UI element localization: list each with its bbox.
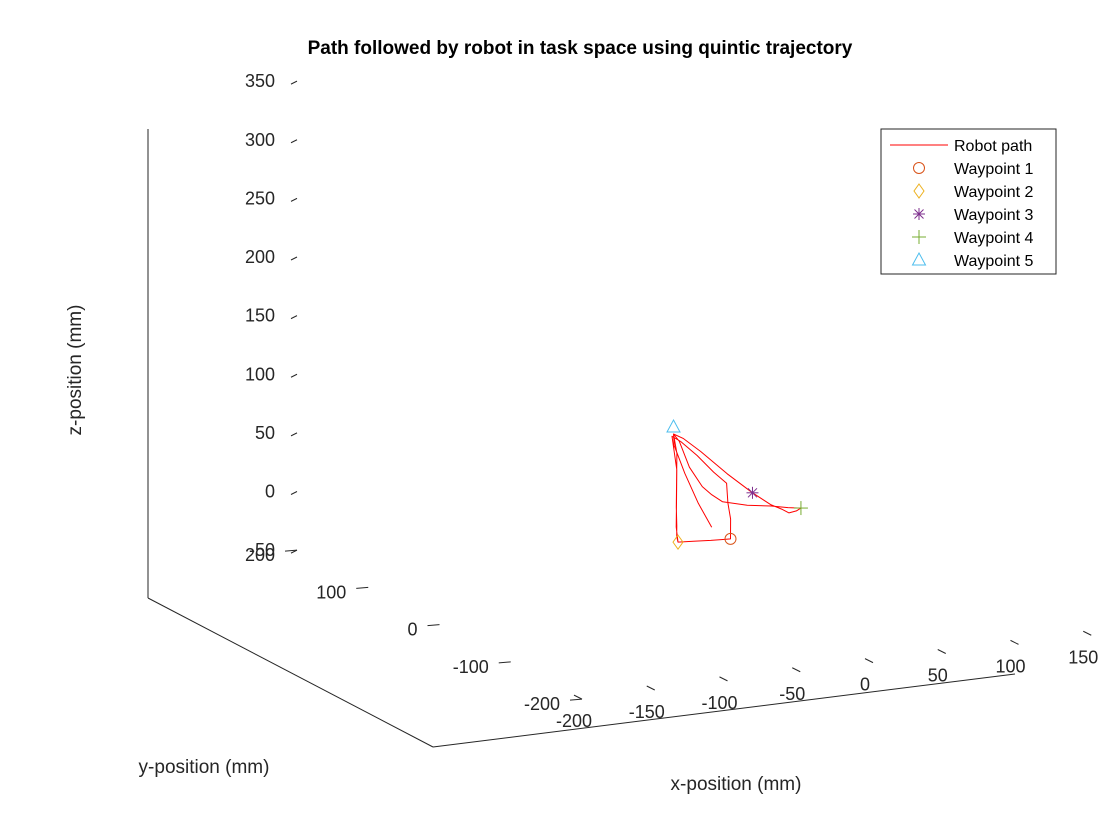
x-tick-mark	[1083, 630, 1092, 636]
waypoint-1-marker	[724, 532, 737, 545]
x-tick-label: -100	[701, 693, 737, 713]
y-tick-label: 100	[316, 582, 346, 602]
z-tick-label: 350	[245, 71, 275, 91]
x-axis-line	[432, 673, 1016, 748]
legend-item[interactable]: Waypoint 1	[913, 161, 1034, 178]
z-tick-label: -50	[249, 540, 275, 560]
waypoint-3-marker	[746, 486, 759, 499]
y-tick-label: 0	[407, 620, 417, 640]
y-tick-mark	[284, 549, 298, 552]
z-tick-label: 100	[245, 364, 275, 384]
z-tick-label: 300	[245, 130, 275, 150]
plot-area	[666, 418, 808, 550]
legend-item[interactable]: Waypoint 3	[913, 207, 1034, 224]
y-tick-mark	[427, 624, 440, 627]
z-ticks: -50 0 50 100 150 200 250 300 350	[245, 71, 298, 560]
z-tick-mark	[290, 256, 298, 261]
legend-item[interactable]: Waypoint 4	[912, 230, 1034, 247]
z-tick-mark	[290, 315, 298, 320]
x-axis-label: x-position (mm)	[671, 774, 802, 795]
x-tick-label: 0	[860, 675, 870, 695]
x-tick-label: 50	[928, 666, 948, 686]
legend-item[interactable]: Robot path	[890, 138, 1032, 155]
z-tick-mark	[290, 80, 298, 85]
chart-title: Path followed by robot in task space usi…	[308, 38, 853, 59]
y-axis-label: y-position (mm)	[139, 757, 270, 778]
waypoint-4-marker	[793, 501, 808, 516]
z-axis-label: z-position (mm)	[65, 305, 86, 436]
legend-label: Waypoint 1	[954, 161, 1034, 178]
y-axis-line	[147, 597, 434, 748]
legend-label: Waypoint 3	[954, 207, 1034, 224]
x-tick-label: -50	[779, 684, 805, 704]
waypoint-2-marker	[672, 534, 684, 550]
robot-path-line	[671, 433, 802, 543]
x-tick-mark	[937, 649, 946, 654]
x-tick-label: 150	[1068, 647, 1098, 667]
legend-items: Robot path Waypoint 1 Waypoint 2 Waypoint 3…	[890, 138, 1034, 270]
legend-marker-triangle	[911, 251, 927, 266]
legend[interactable]: Robot path Waypoint 1 Waypoint 2 Waypoint 3…	[880, 128, 1057, 275]
z-tick-mark	[290, 373, 298, 378]
legend-item[interactable]: Waypoint 5	[911, 251, 1034, 270]
z-tick-label: 50	[255, 423, 275, 443]
z-tick-mark	[290, 139, 298, 144]
x-tick-mark	[864, 658, 874, 664]
x-tick-label: 100	[995, 656, 1025, 676]
x-tick-label: -150	[629, 702, 665, 722]
legend-marker-diamond	[913, 183, 925, 199]
legend-item[interactable]: Waypoint 2	[913, 183, 1034, 201]
y-tick-mark	[498, 661, 511, 664]
z-tick-mark	[290, 432, 298, 437]
z-tick-label: 150	[245, 306, 275, 326]
legend-label: Waypoint 4	[954, 230, 1034, 247]
z-tick-label: 0	[265, 482, 275, 502]
x-tick-label: -200	[556, 711, 592, 731]
legend-marker-circle	[913, 162, 925, 174]
x-tick-mark	[1010, 639, 1019, 645]
y-tick-mark	[569, 698, 583, 701]
y-tick-label: -100	[453, 657, 489, 677]
waypoint-5-marker	[666, 418, 681, 433]
x-tick-mark	[573, 694, 583, 700]
y-tick-label: 200	[245, 545, 275, 565]
legend-label: Waypoint 5	[954, 253, 1034, 270]
z-tick-mark	[290, 197, 298, 202]
y-tick-mark	[356, 586, 369, 589]
legend-label: Robot path	[954, 138, 1032, 155]
z-tick-label: 200	[245, 247, 275, 267]
legend-marker-asterisk	[913, 208, 925, 220]
z-tick-mark	[290, 491, 298, 495]
z-tick-label: 250	[245, 188, 275, 208]
legend-box	[880, 128, 1057, 275]
x-tick-mark	[792, 667, 801, 673]
x-tick-mark	[719, 676, 728, 682]
y-ticks: -200 -100 0 100 200	[245, 545, 583, 714]
y-tick-label: -200	[524, 694, 560, 714]
axes: -50 0 50 100 150 200 250 300 350 -200 -100 0 100 200…	[147, 71, 1098, 748]
x-tick-mark	[646, 685, 655, 691]
legend-marker-plus	[912, 230, 926, 244]
legend-label: Waypoint 2	[954, 184, 1034, 201]
